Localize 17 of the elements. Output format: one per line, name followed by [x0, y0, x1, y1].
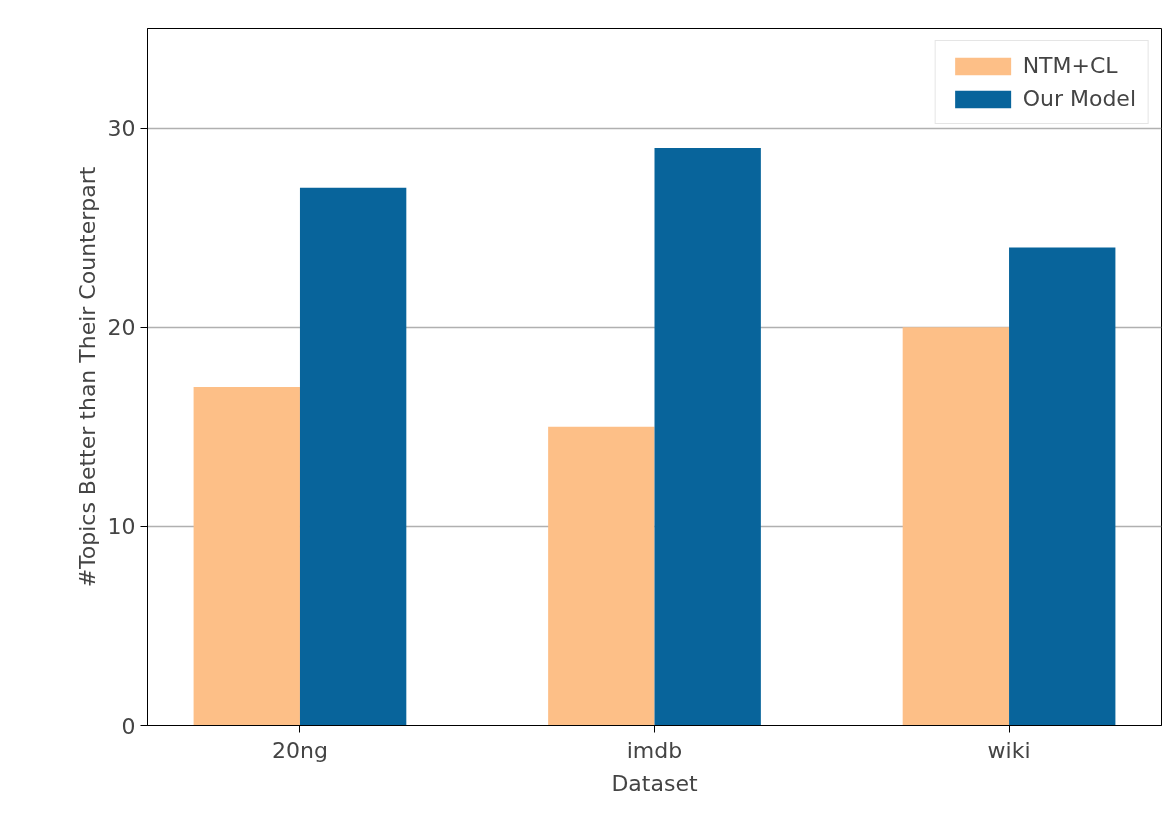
x-tick-label: 20ng — [272, 737, 328, 763]
x-tick-label: wiki — [987, 737, 1031, 763]
bar — [299, 187, 407, 726]
bar — [548, 426, 655, 726]
x-tick-label: imdb — [626, 737, 683, 763]
y-axis-title: #Topics Better than Their Counterpart — [74, 166, 100, 588]
legend-label: Our Model — [1022, 86, 1136, 111]
bar — [654, 147, 761, 726]
bar — [193, 386, 300, 726]
x-axis-title: Dataset — [611, 770, 698, 796]
legend-label: NTM+CL — [1022, 53, 1118, 78]
y-tick-label: 20 — [107, 315, 136, 341]
bar — [1009, 247, 1116, 726]
y-tick-label: 30 — [107, 116, 136, 142]
y-tick-label: 0 — [121, 713, 136, 739]
y-tick-label: 10 — [107, 514, 136, 540]
bar — [902, 327, 1010, 726]
